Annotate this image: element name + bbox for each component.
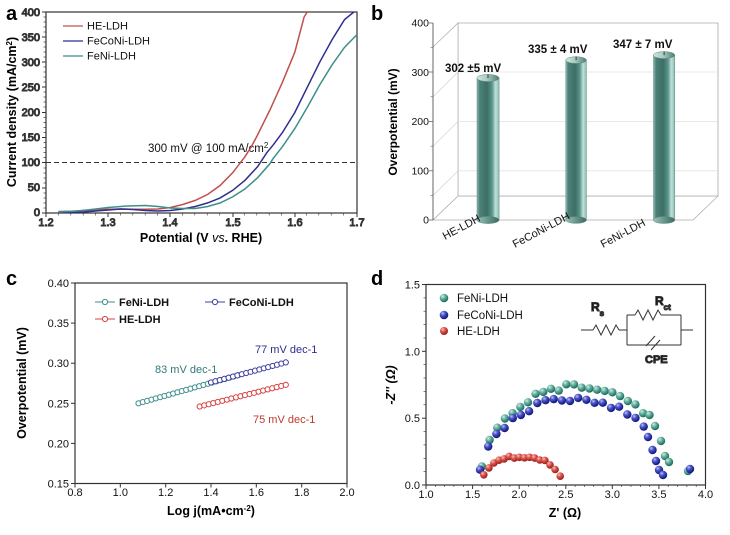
- svg-text:200: 200: [411, 116, 429, 128]
- svg-text:0.8: 0.8: [67, 487, 82, 499]
- svg-text:0.15: 0.15: [48, 479, 69, 491]
- svg-text:-Z'' (Ω): -Z'' (Ω): [384, 365, 398, 404]
- svg-text:0.25: 0.25: [48, 398, 69, 410]
- svg-text:347 ± 7 mV: 347 ± 7 mV: [613, 39, 673, 51]
- svg-text:400: 400: [22, 7, 40, 19]
- svg-text:1.3: 1.3: [100, 217, 115, 229]
- svg-text:b: b: [371, 3, 383, 25]
- svg-text:2.0: 2.0: [339, 487, 354, 499]
- svg-text:4.0: 4.0: [698, 489, 713, 501]
- svg-text:2.5: 2.5: [558, 489, 573, 501]
- svg-text:1.0: 1.0: [418, 489, 433, 501]
- svg-text:Rs: Rs: [591, 300, 605, 318]
- svg-text:77 mV dec-1: 77 mV dec-1: [255, 344, 317, 356]
- svg-text:2.0: 2.0: [512, 489, 527, 501]
- svg-text:1.4: 1.4: [203, 487, 218, 499]
- svg-text:1.0: 1.0: [113, 487, 128, 499]
- svg-text:100: 100: [22, 157, 40, 169]
- svg-text:300: 300: [22, 57, 40, 69]
- svg-text:400: 400: [411, 18, 429, 30]
- svg-text:Z' (Ω): Z' (Ω): [549, 506, 581, 520]
- svg-text:d: d: [371, 268, 383, 290]
- svg-text:0.40: 0.40: [48, 278, 69, 290]
- svg-text:302 ±5 mV: 302 ±5 mV: [445, 63, 502, 75]
- svg-text:Rct: Rct: [655, 294, 671, 312]
- svg-text:150: 150: [22, 132, 40, 144]
- svg-text:0.20: 0.20: [48, 438, 69, 450]
- svg-text:83 mV dec-1: 83 mV dec-1: [155, 364, 217, 376]
- svg-text:1.2: 1.2: [38, 217, 53, 229]
- svg-text:250: 250: [22, 82, 40, 94]
- svg-text:3.0: 3.0: [605, 489, 620, 501]
- svg-text:335 ± 4 mV: 335 ± 4 mV: [528, 44, 588, 56]
- svg-text:300: 300: [411, 67, 429, 79]
- svg-text:0.35: 0.35: [48, 318, 69, 330]
- svg-text:Potential (V vs. RHE): Potential (V vs. RHE): [140, 231, 262, 245]
- svg-text:75 mV dec-1: 75 mV dec-1: [253, 414, 315, 426]
- svg-text:CPE: CPE: [645, 354, 668, 366]
- svg-text:350: 350: [22, 32, 40, 44]
- svg-text:FeCoNi-LDH: FeCoNi-LDH: [229, 297, 294, 309]
- svg-text:Log j(mA•cm-2): Log j(mA•cm-2): [167, 504, 255, 519]
- svg-text:a: a: [6, 3, 18, 25]
- svg-text:1.0: 1.0: [405, 346, 420, 358]
- svg-text:FeNi-LDH: FeNi-LDH: [457, 293, 508, 305]
- svg-text:1.5: 1.5: [405, 280, 420, 292]
- svg-text:0: 0: [423, 215, 429, 227]
- svg-text:1.6: 1.6: [287, 217, 302, 229]
- svg-text:Overpotential (mV): Overpotential (mV): [386, 68, 400, 175]
- svg-text:3.5: 3.5: [651, 489, 666, 501]
- svg-text:FeCoNi-LDH: FeCoNi-LDH: [457, 310, 523, 322]
- svg-text:50: 50: [28, 182, 40, 194]
- svg-text:Current density (mA/cm2): Current density (mA/cm2): [5, 37, 20, 187]
- svg-text:1.6: 1.6: [249, 487, 264, 499]
- svg-text:1.2: 1.2: [158, 487, 173, 499]
- svg-text:1.8: 1.8: [294, 487, 309, 499]
- svg-text:HE-LDH: HE-LDH: [87, 21, 128, 33]
- svg-text:1.5: 1.5: [225, 217, 240, 229]
- svg-text:1.4: 1.4: [162, 217, 177, 229]
- svg-text:FeNi-LDH: FeNi-LDH: [599, 217, 648, 251]
- svg-text:0.5: 0.5: [405, 413, 420, 425]
- svg-text:FeCoNi-LDH: FeCoNi-LDH: [87, 36, 150, 48]
- svg-text:Overpotential (mV): Overpotential (mV): [15, 327, 29, 439]
- svg-text:0.30: 0.30: [48, 358, 69, 370]
- svg-text:HE-LDH: HE-LDH: [457, 326, 500, 338]
- svg-text:c: c: [6, 268, 17, 290]
- svg-text:100: 100: [411, 165, 429, 177]
- svg-text:1.5: 1.5: [465, 489, 480, 501]
- svg-text:FeNi-LDH: FeNi-LDH: [87, 51, 136, 63]
- svg-text:HE-LDH: HE-LDH: [119, 314, 161, 326]
- svg-text:FeNi-LDH: FeNi-LDH: [119, 297, 169, 309]
- svg-text:1.7: 1.7: [349, 217, 364, 229]
- svg-text:200: 200: [22, 107, 40, 119]
